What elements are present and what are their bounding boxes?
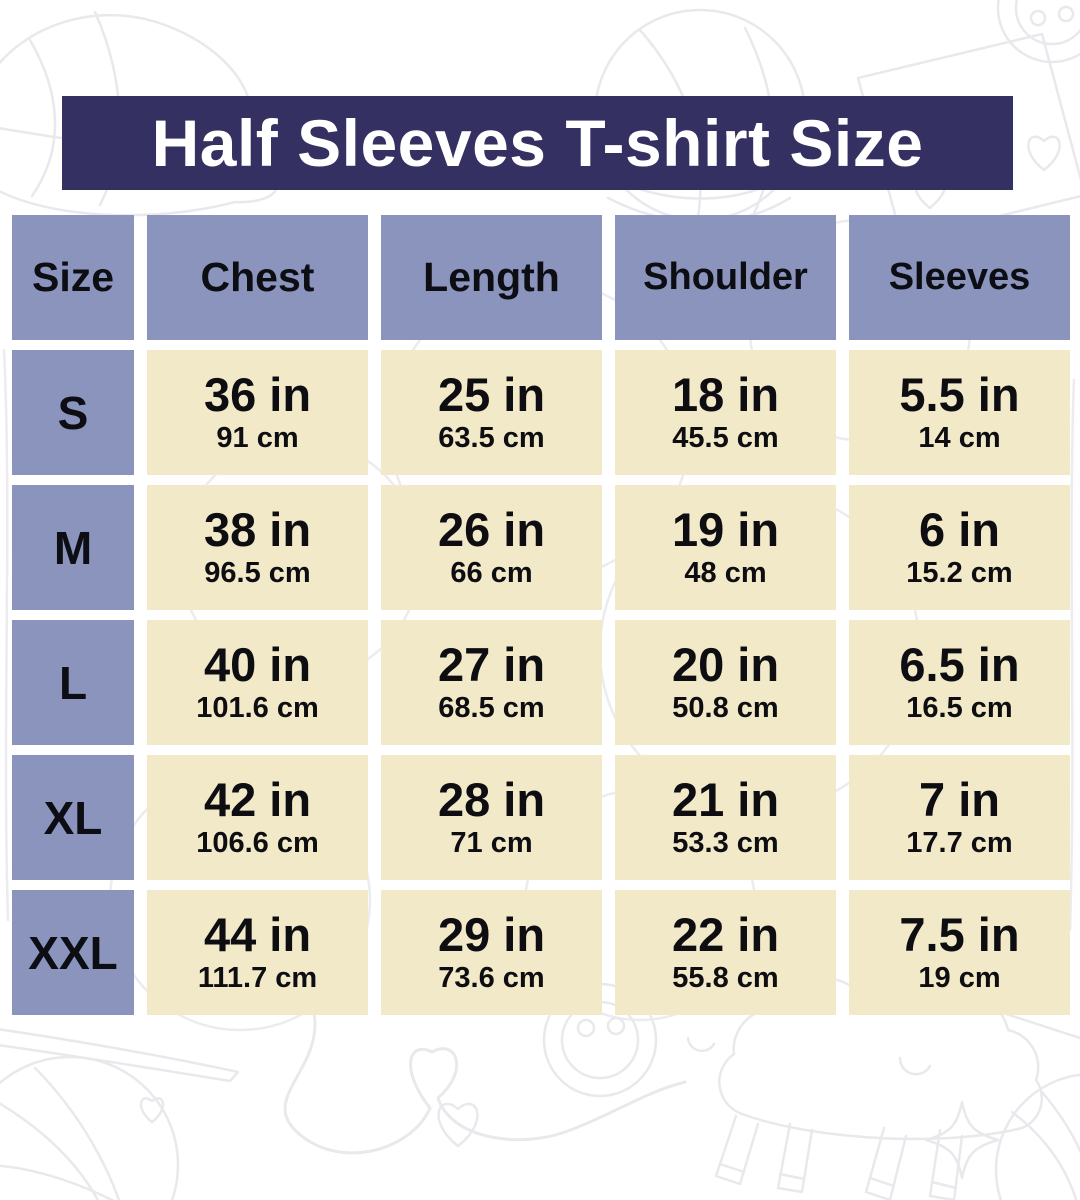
value-inches: 29 in [437, 908, 546, 962]
title-bar: Half Sleeves T-shirt Size [62, 96, 1013, 190]
value-cm: 101.6 cm [196, 691, 319, 724]
cell-xl-shoulder: 21 in 53.3 cm [615, 755, 836, 880]
cell-l-sleeves: 6.5 in 16.5 cm [849, 620, 1070, 745]
value-inches: 20 in [671, 638, 780, 692]
value-inches: 19 in [671, 503, 780, 557]
value-cm: 48 cm [684, 556, 767, 589]
cell-s-shoulder: 18 in 45.5 cm [615, 350, 836, 475]
row-label-xxl: XXL [12, 890, 134, 1015]
value-cm: 96.5 cm [204, 556, 311, 589]
cell-xxl-shoulder: 22 in 55.8 cm [615, 890, 836, 1015]
value-inches: 25 in [437, 368, 546, 422]
cell-xxl-length: 29 in 73.6 cm [381, 890, 602, 1015]
column-header-sleeves: Sleeves [849, 215, 1070, 340]
value-cm: 68.5 cm [438, 691, 545, 724]
cell-m-shoulder: 19 in 48 cm [615, 485, 836, 610]
cell-xl-sleeves: 7 in 17.7 cm [849, 755, 1070, 880]
size-table: Size Chest Length Shoulder Sleeves S 36 … [12, 215, 1070, 1015]
cell-l-chest: 40 in 101.6 cm [147, 620, 368, 745]
heart-icon [437, 1102, 479, 1148]
cell-l-shoulder: 20 in 50.8 cm [615, 620, 836, 745]
page-title: Half Sleeves T-shirt Size [151, 106, 924, 180]
row-label-xl: XL [12, 755, 134, 880]
value-inches: 36 in [203, 368, 312, 422]
row-label-l: L [12, 620, 134, 745]
value-inches: 38 in [203, 503, 312, 557]
value-inches: 22 in [671, 908, 780, 962]
cell-xl-length: 28 in 71 cm [381, 755, 602, 880]
value-cm: 63.5 cm [438, 421, 545, 454]
cell-s-chest: 36 in 91 cm [147, 350, 368, 475]
value-cm: 19 cm [918, 961, 1001, 994]
yarn-ball-icon [0, 1055, 180, 1200]
value-cm: 55.8 cm [672, 961, 779, 994]
value-cm: 71 cm [450, 826, 533, 859]
heart-icon [139, 1097, 165, 1124]
value-cm: 106.6 cm [196, 826, 319, 859]
yarn-thread-icon [283, 996, 687, 1155]
needle-icon [0, 1028, 240, 1083]
value-inches: 18 in [671, 368, 780, 422]
value-inches: 27 in [437, 638, 546, 692]
value-cm: 50.8 cm [672, 691, 779, 724]
value-inches: 7 in [919, 773, 1000, 827]
heart-icon [1027, 135, 1061, 172]
value-inches: 6.5 in [899, 638, 1020, 692]
value-cm: 66 cm [450, 556, 533, 589]
value-cm: 91 cm [216, 421, 299, 454]
row-label-m: M [12, 485, 134, 610]
yarn-ball-icon [994, 1010, 1080, 1200]
value-cm: 53.3 cm [672, 826, 779, 859]
value-inches: 6 in [919, 503, 1000, 557]
sparkle-icon [924, 1100, 1000, 1180]
cell-xl-chest: 42 in 106.6 cm [147, 755, 368, 880]
value-cm: 45.5 cm [672, 421, 779, 454]
value-inches: 26 in [437, 503, 546, 557]
value-cm: 16.5 cm [906, 691, 1013, 724]
cell-l-length: 27 in 68.5 cm [381, 620, 602, 745]
value-cm: 15.2 cm [906, 556, 1013, 589]
column-header-length: Length [381, 215, 602, 340]
value-inches: 5.5 in [899, 368, 1020, 422]
cell-m-chest: 38 in 96.5 cm [147, 485, 368, 610]
cell-xxl-chest: 44 in 111.7 cm [147, 890, 368, 1015]
row-label-s: S [12, 350, 134, 475]
value-inches: 40 in [203, 638, 312, 692]
cell-xxl-sleeves: 7.5 in 19 cm [849, 890, 1070, 1015]
value-cm: 111.7 cm [197, 961, 318, 994]
value-cm: 14 cm [918, 421, 1001, 454]
cell-s-length: 25 in 63.5 cm [381, 350, 602, 475]
cell-s-sleeves: 5.5 in 14 cm [849, 350, 1070, 475]
value-inches: 7.5 in [899, 908, 1020, 962]
column-header-chest: Chest [147, 215, 368, 340]
value-inches: 28 in [437, 773, 546, 827]
column-header-size: Size [12, 215, 134, 340]
cell-m-length: 26 in 66 cm [381, 485, 602, 610]
value-inches: 21 in [671, 773, 780, 827]
value-inches: 42 in [203, 773, 312, 827]
value-cm: 73.6 cm [438, 961, 545, 994]
button-icon [996, 0, 1080, 64]
value-cm: 17.7 cm [906, 826, 1013, 859]
cell-m-sleeves: 6 in 15.2 cm [849, 485, 1070, 610]
value-inches: 44 in [203, 908, 312, 962]
column-header-shoulder: Shoulder [615, 215, 836, 340]
